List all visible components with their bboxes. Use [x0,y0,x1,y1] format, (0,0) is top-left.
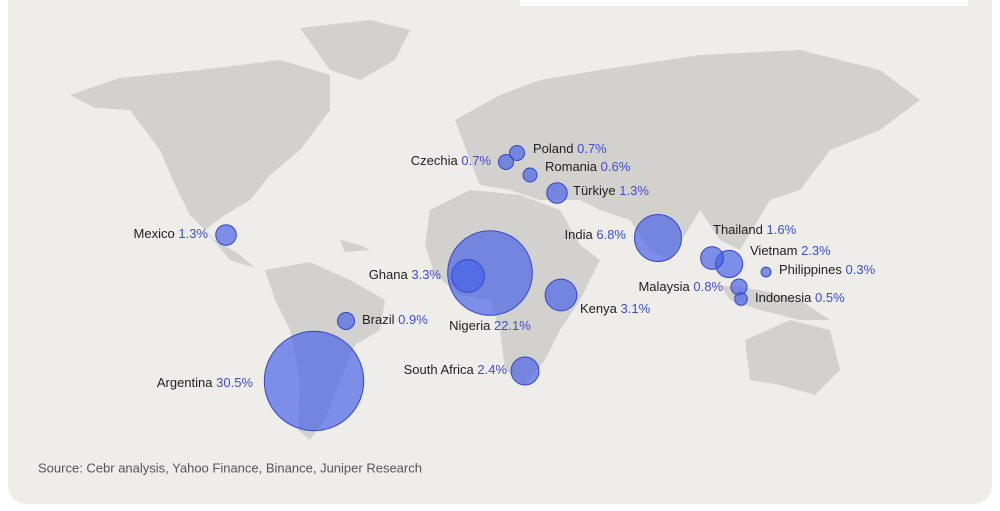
country-label: Romania 0.6% [545,159,631,174]
country-label: India 6.8% [565,227,627,242]
bubble [215,224,237,246]
country-name: Brazil [362,312,395,327]
country-value: 22.1% [494,318,531,333]
bubble [263,330,365,432]
country-name: Malaysia [638,279,690,294]
country-name: Kenya [580,301,618,316]
country-name: Argentina [157,375,213,390]
bubble [700,246,724,270]
country-value: 0.8% [693,279,723,294]
country-name: Thailand [713,222,763,237]
country-label: Indonesia 0.5% [755,290,845,305]
bubble [336,311,356,331]
country-value: 0.9% [398,312,428,327]
country-value: 2.4% [477,362,507,377]
bubble [760,266,772,278]
country-label: Malaysia 0.8% [638,279,723,294]
country-label: Türkiye 1.3% [573,183,649,198]
country-label: Nigeria 22.1% [449,318,531,333]
country-name: Poland [533,141,573,156]
bubbles [215,144,772,432]
country-label: Czechia 0.7% [411,153,492,168]
labels: Argentina 30.5% Nigeria 22.1% India 6.8% Gh… [134,141,876,390]
source-note: Source: Cebr analysis, Yahoo Finance, Bi… [38,460,422,475]
country-name: Romania [545,159,598,174]
country-value: 0.5% [815,290,845,305]
bubble [546,182,568,204]
country-name: Czechia [411,153,459,168]
country-label: Ghana 3.3% [369,267,442,282]
country-value: 0.3% [846,262,876,277]
bubble [497,153,515,171]
bubble [544,278,578,312]
country-label: Poland 0.7% [533,141,607,156]
country-label: Kenya 3.1% [580,301,651,316]
country-name: Mexico [134,226,175,241]
bubble [447,230,533,316]
country-name: Indonesia [755,290,812,305]
bubble [508,144,526,162]
country-value: 30.5% [216,375,253,390]
country-label: Vietnam 2.3% [750,243,831,258]
country-value: 1.3% [178,226,208,241]
country-label: Mexico 1.3% [134,226,209,241]
bubble [522,167,538,183]
country-value: 3.3% [411,267,441,282]
country-name: India [565,227,594,242]
bubble [634,214,682,262]
bubble [451,259,485,293]
bubble [510,356,540,386]
country-value: 0.6% [601,159,631,174]
country-name: Türkiye [573,183,616,198]
country-label: South Africa 2.4% [404,362,508,377]
country-label: Brazil 0.9% [362,312,428,327]
country-value: 1.6% [767,222,797,237]
country-label: Argentina 30.5% [157,375,254,390]
country-value: 1.3% [619,183,649,198]
country-value: 6.8% [596,227,626,242]
country-value: 3.1% [621,301,651,316]
top-panel [520,0,968,6]
country-label: Philippines 0.3% [779,262,876,277]
country-value: 0.7% [577,141,607,156]
country-name: Nigeria [449,318,491,333]
bubble [734,292,748,306]
country-name: Philippines [779,262,842,277]
country-label: Thailand 1.6% [713,222,797,237]
country-name: Ghana [369,267,409,282]
country-value: 2.3% [801,243,831,258]
country-value: 0.7% [461,153,491,168]
country-name: South Africa [404,362,475,377]
country-name: Vietnam [750,243,797,258]
